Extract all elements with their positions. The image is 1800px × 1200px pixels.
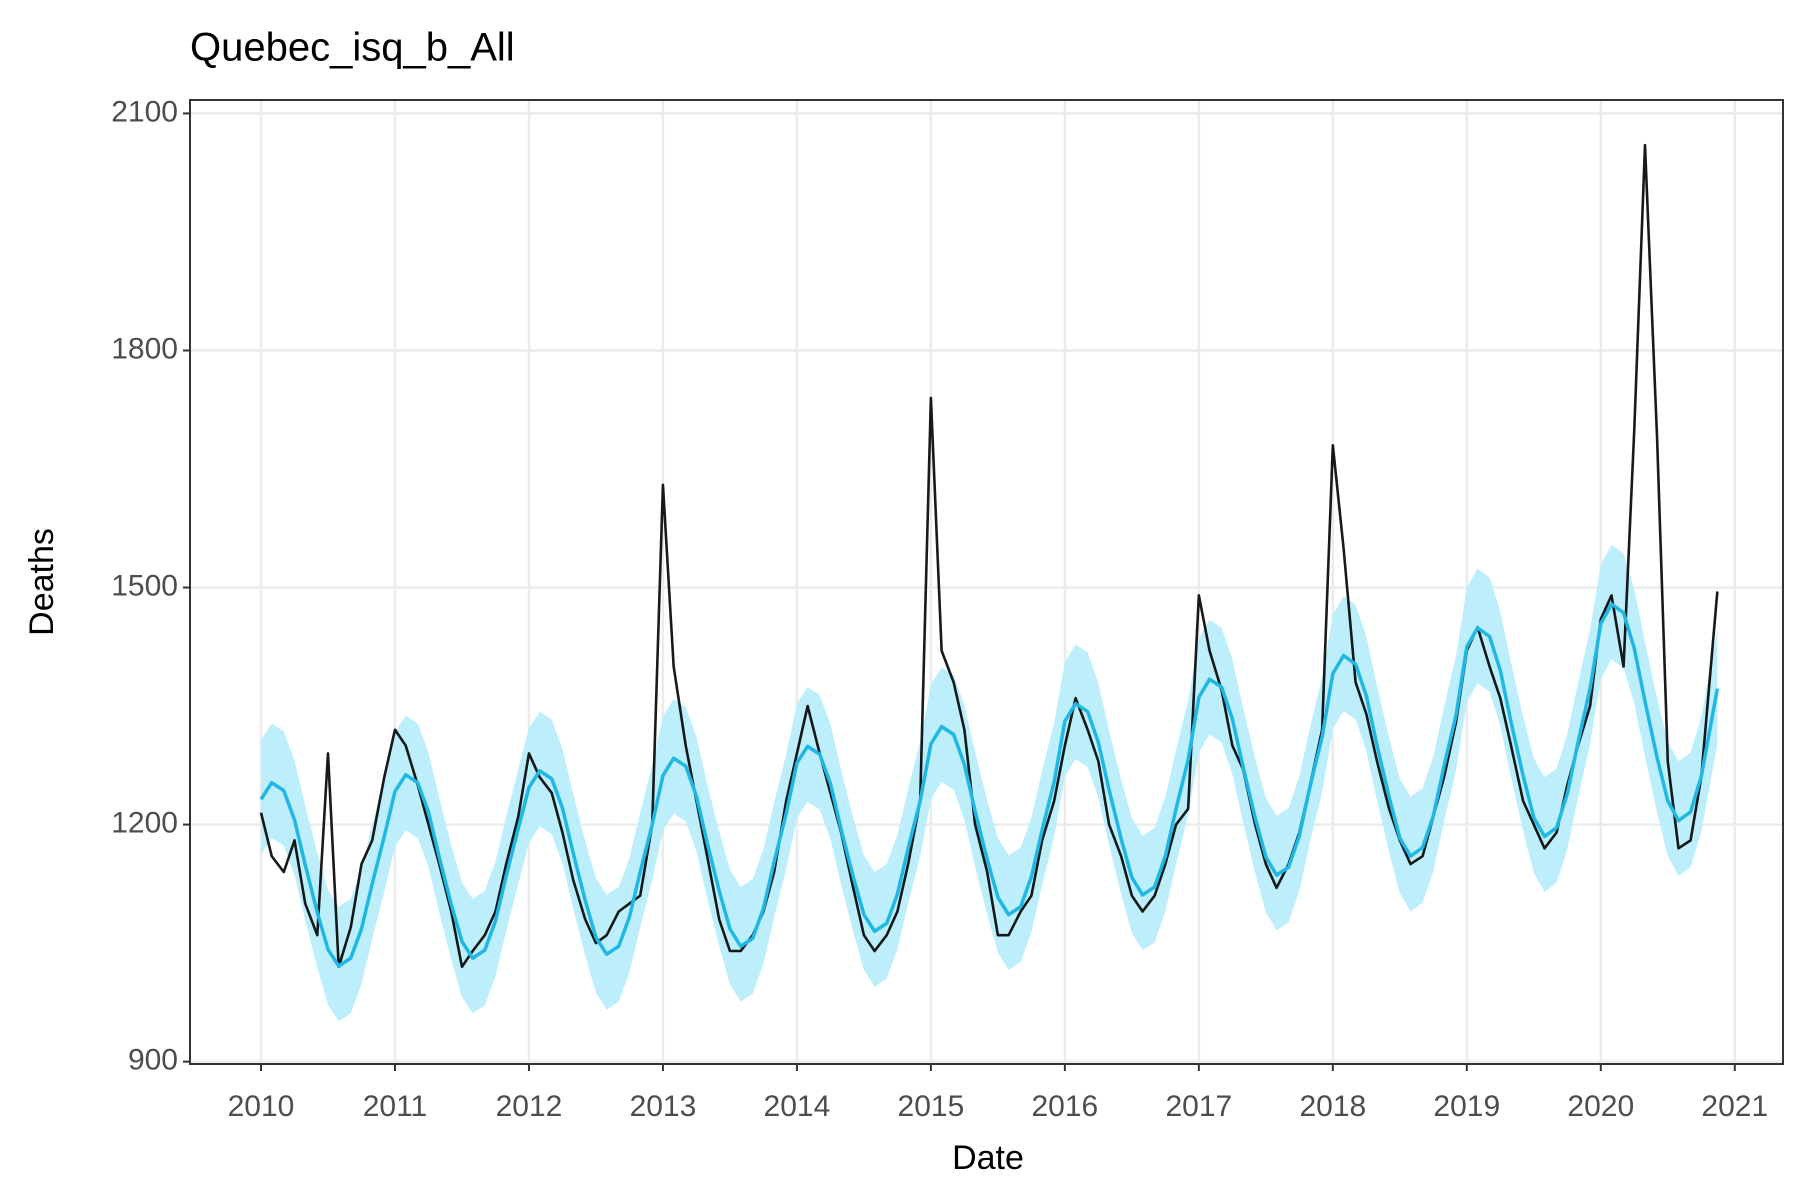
x-tick-label: 2013 — [630, 1090, 697, 1123]
y-tick-label: 1500 — [111, 569, 178, 602]
y-tick-label: 1200 — [111, 807, 178, 840]
x-tick-label: 2021 — [1701, 1090, 1768, 1123]
y-tick-label: 900 — [128, 1044, 178, 1077]
x-axis-title: Date — [952, 1139, 1024, 1177]
fitted-line — [259, 602, 1720, 968]
confidence-band — [261, 544, 1718, 1022]
x-tick-label: 2020 — [1567, 1090, 1634, 1123]
x-tick-label: 2015 — [898, 1090, 965, 1123]
y-axis-title: Deaths — [23, 528, 61, 636]
x-tick-label: 2016 — [1032, 1090, 1099, 1123]
x-tick-label: 2014 — [764, 1090, 831, 1123]
x-tick-label: 2012 — [496, 1090, 563, 1123]
y-tick-label: 2100 — [111, 95, 178, 128]
x-tick-label: 2010 — [228, 1090, 295, 1123]
y-tick-label: 1800 — [111, 332, 178, 365]
x-tick-label: 2011 — [363, 1090, 428, 1123]
x-tick-label: 2018 — [1299, 1090, 1366, 1123]
x-tick-label: 2019 — [1433, 1090, 1500, 1123]
x-tick-label: 2017 — [1165, 1090, 1232, 1123]
chart-title: Quebec_isq_b_All — [190, 26, 515, 70]
panel-border — [189, 99, 1784, 1065]
